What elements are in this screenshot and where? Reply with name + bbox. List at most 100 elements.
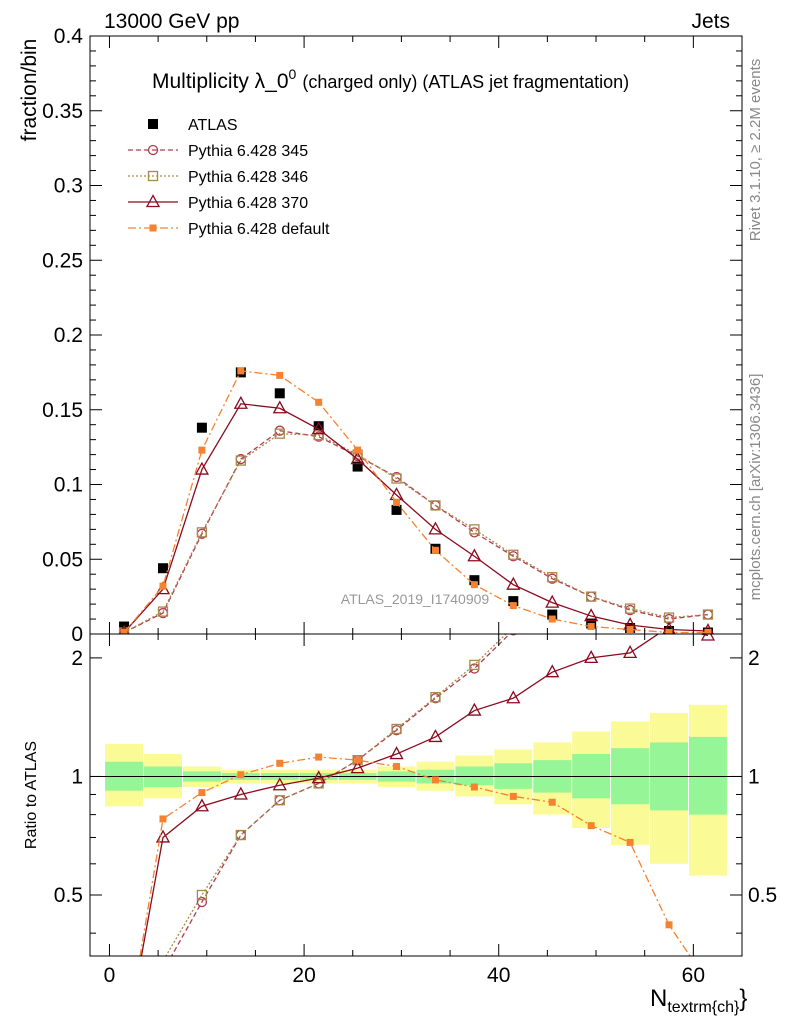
watermark-label: ATLAS_2019_I1740909 [341, 591, 490, 607]
ratio-point-p370 [272, 777, 287, 791]
point-p346 [157, 606, 169, 617]
ratio-point-pdef [626, 838, 634, 846]
ratio-point-p370 [467, 702, 482, 716]
legend-marker-p345 [147, 144, 159, 156]
point-p346 [547, 572, 558, 583]
point-pdef [120, 629, 128, 634]
legend-entry-atlas: ATLAS [148, 117, 238, 134]
legend: ATLAS Pythia 6.428 345 Pythia 6.428 346 Pyt… [128, 117, 330, 238]
ratio-point-p370 [194, 798, 210, 812]
point-p346 [391, 473, 402, 484]
point-p370 [272, 400, 287, 414]
ratio-point-p345 [626, 535, 635, 544]
ratio-point-p346 [274, 795, 285, 806]
point-atlas [547, 609, 558, 620]
point-p346 [624, 603, 636, 614]
point-p346 [702, 609, 714, 620]
ratio-point-pdef [431, 776, 439, 784]
legend-marker-p370 [145, 194, 161, 208]
series-line-pdef [123, 370, 708, 634]
mcplots-label: mcplots.cern.ch [arXiv:1306.3436] [747, 374, 764, 601]
ratio-point-p370 [155, 829, 171, 843]
y-tick-label-top: 0.25 [42, 249, 83, 272]
x-tick-label: 0 [104, 964, 116, 987]
ratio-point-pdef [470, 783, 478, 791]
point-p345 [469, 527, 480, 538]
point-pdef [198, 446, 206, 454]
band-green-bin [455, 766, 494, 786]
ratio-point-pdef [159, 815, 167, 823]
legend-entry-p346: Pythia 6.428 346 [128, 169, 308, 186]
ratio-point-p346 [157, 955, 169, 956]
point-atlas [196, 422, 207, 433]
ratio-y-tick-label-left: 1 [71, 765, 83, 788]
ratio-panel-frame [89, 633, 743, 957]
ratio-point-p370 [545, 664, 560, 678]
ratio-line-p370 [140, 634, 709, 956]
ratio-point-pdef [315, 753, 323, 761]
ratio-point-p346 [587, 553, 596, 562]
ratio-point-pdef [393, 762, 401, 770]
point-p346 [274, 428, 285, 439]
x-tick-label: 40 [487, 964, 510, 987]
ratio-point-p370 [428, 729, 443, 743]
point-p346 [313, 430, 324, 441]
ratio-point-p370 [389, 746, 404, 760]
point-atlas [508, 596, 519, 607]
point-p370 [233, 395, 248, 409]
ratio-point-p370 [233, 786, 248, 800]
ratio-point-p345 [665, 515, 674, 524]
ratio-point-p346 [235, 829, 246, 841]
ratio-series [139, 493, 716, 976]
point-pdef [704, 629, 712, 634]
x-axis-label-close: } [739, 985, 747, 1012]
ratio-point-pdef [509, 792, 517, 800]
axis-tick-labels: 0 20 40 6000.050.10.150.20.250.30.350.40.51… [42, 25, 777, 987]
axis-ticks [90, 35, 742, 956]
point-p346 [196, 527, 208, 538]
ratio-point-p346 [469, 659, 480, 671]
plot-title-sup: 0 [289, 66, 297, 82]
point-pdef [548, 615, 556, 623]
ratio-point-p370 [350, 760, 365, 774]
x-axis-label-main: N [650, 985, 667, 1012]
ratio-point-pdef [237, 771, 245, 779]
point-p370 [350, 451, 365, 465]
y-tick-label-top: 0.35 [42, 100, 83, 123]
point-p346 [586, 591, 597, 602]
ratio-point-p370 [506, 690, 521, 704]
series-line-p346 [123, 433, 708, 634]
point-pdef [665, 629, 673, 634]
series-line-p370 [123, 403, 708, 633]
ratio-point-p370 [584, 650, 599, 664]
ratio-y-tick-label-left: 2 [71, 647, 83, 670]
point-pdef [431, 546, 439, 554]
header-left: 13000 GeV pp [104, 10, 239, 33]
ratio-point-p346 [703, 493, 712, 502]
ratio-point-p345 [587, 558, 596, 567]
point-p370 [506, 576, 521, 590]
ratio-point-p346 [391, 723, 402, 735]
ratio-point-p370 [622, 644, 638, 658]
ratio-point-pdef [587, 822, 595, 830]
main-series [118, 367, 714, 634]
ratio-y-tick-label-right: 0.5 [748, 884, 777, 907]
point-pdef [237, 367, 245, 375]
y-tick-label-top: 0.15 [42, 399, 83, 422]
point-p346 [508, 549, 519, 560]
point-p370 [467, 548, 482, 562]
legend-label-p346: Pythia 6.428 346 [188, 169, 308, 186]
ratio-line-p346 [165, 634, 507, 956]
point-pdef [354, 446, 362, 454]
ratio-line-pdef [139, 756, 691, 956]
y-tick-label-top: 0.2 [54, 324, 83, 347]
legend-entry-p345: Pythia 6.428 345 [128, 143, 308, 160]
point-p370 [662, 621, 676, 634]
point-p370 [584, 608, 599, 622]
legend-entry-p370: Pythia 6.428 370 [128, 194, 308, 212]
ratio-point-p346 [430, 691, 441, 703]
y-tick-label-top: 0.4 [54, 25, 84, 48]
ratio-point-p345 [158, 967, 167, 976]
uncertainty-bands [90, 704, 742, 876]
